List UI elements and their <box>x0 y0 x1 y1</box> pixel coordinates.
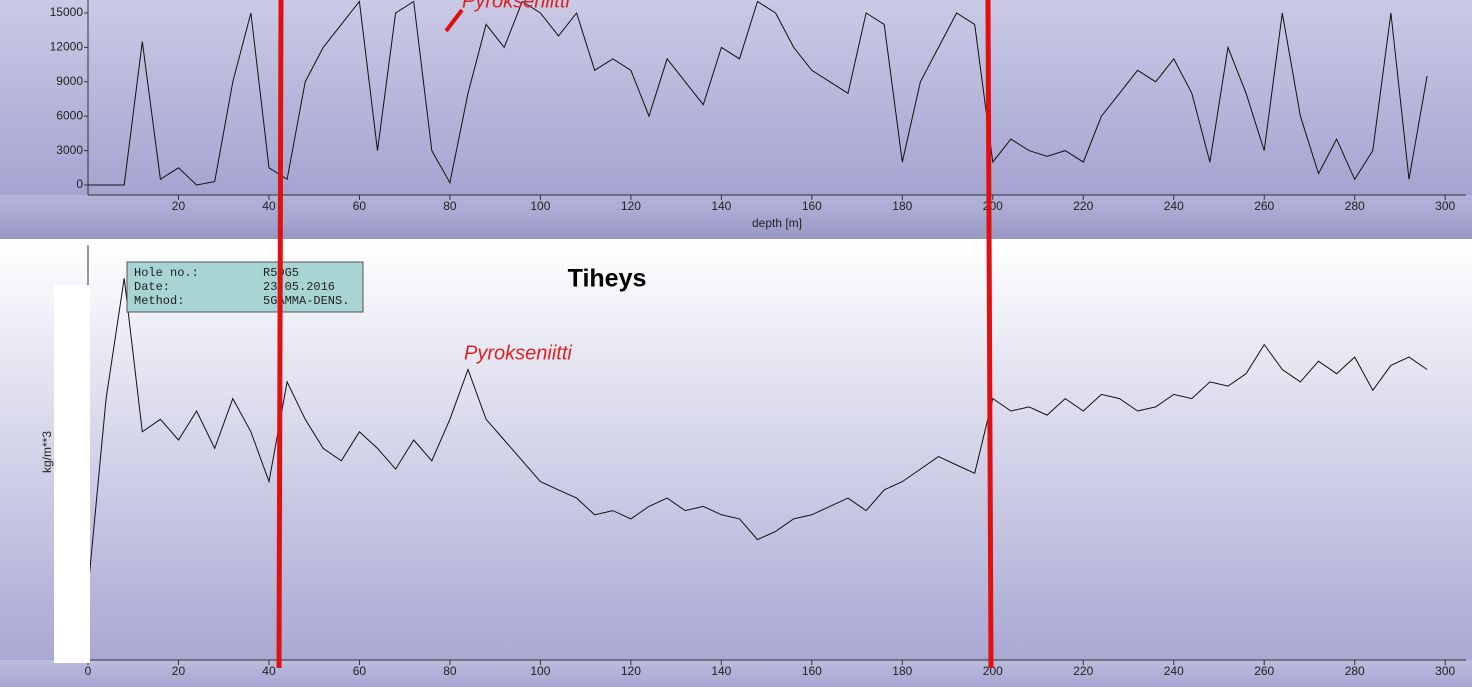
x-tick-label: 240 <box>1164 664 1184 678</box>
top-axis-bg <box>0 195 1472 239</box>
info-label: Method: <box>134 294 184 308</box>
info-value: 5GAMMA-DENS. <box>263 294 349 308</box>
x-tick-label: 40 <box>262 664 276 678</box>
y-tick-label: 15000 <box>50 5 84 19</box>
x-tick-label: 60 <box>353 199 367 213</box>
x-tick-label: 120 <box>621 664 641 678</box>
y-tick-label: 0 <box>76 177 83 191</box>
x-tick-label: 40 <box>262 199 276 213</box>
x-tick-label: 100 <box>530 199 550 213</box>
x-tick-label: 280 <box>1345 664 1365 678</box>
separator <box>0 239 1472 242</box>
x-axis-label: depth [m] <box>752 216 802 230</box>
x-tick-label: 220 <box>1073 664 1093 678</box>
info-box-bg <box>126 261 364 313</box>
mask <box>54 285 90 663</box>
x-tick-label: 60 <box>353 664 367 678</box>
bottom-axis-bg <box>0 660 1472 687</box>
data-line <box>88 0 1428 186</box>
x-tick-label: 80 <box>443 664 457 678</box>
x-tick-label: 160 <box>802 664 822 678</box>
x-tick-label: 140 <box>711 199 731 213</box>
marker-line <box>985 0 994 669</box>
x-tick-label: 300 <box>1435 199 1455 213</box>
x-tick-label: 20 <box>172 664 186 678</box>
info-label: Hole no.: <box>134 266 199 280</box>
x-tick-label: 0 <box>85 664 92 678</box>
info-label: Date: <box>134 280 170 294</box>
x-tick-label: 100 <box>530 664 550 678</box>
y-tick-label: 6000 <box>56 108 83 122</box>
annotation: Pyrokseniitti <box>462 0 570 12</box>
x-tick-label: 300 <box>1435 664 1455 678</box>
annotation-stroke <box>444 8 464 33</box>
x-tick-label: 120 <box>621 199 641 213</box>
x-tick-label: 200 <box>983 199 1003 213</box>
annotation: Pyrokseniitti <box>464 342 572 364</box>
plots: 20 40 60 80 100 120 140 160 180 200 220 240 260 280 30… <box>50 0 1456 678</box>
x-tick-label: 160 <box>802 199 822 213</box>
top-plot-bg <box>0 0 1472 195</box>
info-box: Hole no.: R50G5 Date: 23.05.2016 Method:… <box>126 261 364 313</box>
x-tick-label: 280 <box>1345 199 1365 213</box>
x-tick-label: 180 <box>892 199 912 213</box>
x-tick-label: 80 <box>443 199 457 213</box>
data-line <box>87 278 1428 590</box>
x-tick-label: 140 <box>711 664 731 678</box>
y-tick-label: 12000 <box>50 40 84 54</box>
x-tick-label: 20 <box>172 199 186 213</box>
x-tick-label: 180 <box>892 664 912 678</box>
y-tick-label: 9000 <box>56 74 83 88</box>
y-axis-label: kg/m**3 <box>40 431 54 473</box>
chart-title: Tiheys <box>568 265 647 293</box>
x-tick-label: 260 <box>1254 199 1274 213</box>
x-tick-label: 220 <box>1073 199 1093 213</box>
x-tick-label: 200 <box>983 664 1003 678</box>
info-value: 23.05.2016 <box>263 280 335 294</box>
marker-line <box>276 0 284 669</box>
x-tick-label: 240 <box>1164 199 1184 213</box>
y-tick-label: 3000 <box>56 143 83 157</box>
x-tick-label: 260 <box>1254 664 1274 678</box>
